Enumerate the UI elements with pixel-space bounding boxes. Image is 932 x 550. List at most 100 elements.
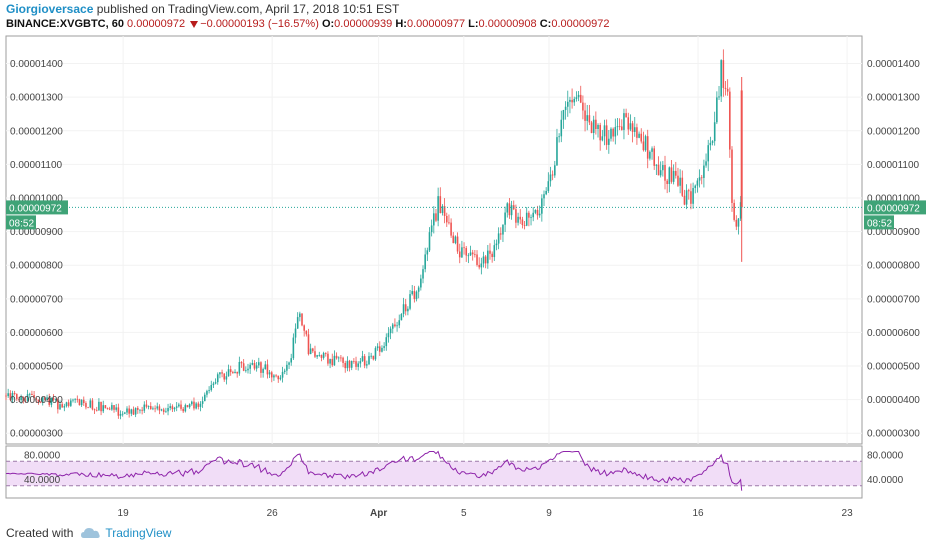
candle-body	[102, 405, 105, 412]
candle-body	[417, 287, 420, 292]
y-tick-label-right: 0.00000400	[867, 395, 920, 406]
candle-body	[337, 357, 340, 359]
candle-body	[234, 371, 236, 374]
candle-body	[363, 356, 366, 366]
candle-body	[571, 99, 573, 103]
y-tick-label-left: 0.00000500	[10, 362, 63, 373]
price-badge-value-left: 0.00000972	[9, 203, 62, 214]
candle-body	[156, 406, 159, 409]
candle-body	[616, 126, 619, 128]
time-badge-value-right: 08:52	[867, 218, 892, 229]
rsi-tick-label-left: 80.0000	[24, 451, 61, 462]
candle-body	[275, 375, 277, 377]
candle-body	[39, 401, 42, 403]
time-badge-value-left: 08:52	[9, 218, 34, 229]
candle-body	[100, 401, 102, 412]
candle-body	[286, 364, 288, 371]
candle-body	[620, 126, 623, 130]
candle-body	[562, 110, 565, 120]
candle-body	[651, 148, 653, 152]
open-value: 0.00000939	[334, 18, 393, 30]
candle-body	[277, 375, 280, 380]
candle-body	[257, 362, 260, 366]
candle-body	[82, 399, 85, 404]
footer: Created with TradingView	[6, 526, 171, 540]
y-tick-label-right: 0.00001100	[867, 160, 920, 171]
tradingview-logo-text[interactable]: TradingView	[105, 526, 172, 540]
candle-body	[569, 99, 571, 102]
candle-body	[290, 358, 293, 363]
candle-body	[435, 213, 437, 221]
candle-body	[139, 409, 141, 411]
candle-body	[238, 361, 241, 374]
candle-body	[707, 145, 710, 162]
candle-body	[67, 402, 70, 406]
candle-body	[590, 122, 593, 133]
candle-body	[740, 90, 743, 208]
candle-body	[260, 362, 262, 373]
candle-body	[374, 348, 377, 360]
candle-body	[536, 210, 539, 216]
candle-body	[595, 119, 597, 130]
candle-body	[18, 399, 20, 401]
candle-body	[46, 397, 48, 400]
candle-body	[152, 408, 154, 410]
candle-body	[664, 165, 666, 181]
candle-body	[627, 117, 630, 130]
candle-body	[394, 324, 396, 327]
y-tick-label-right: 0.00000700	[867, 294, 920, 305]
author-link[interactable]: Giorgioversace	[6, 2, 94, 16]
candle-body	[465, 248, 468, 256]
candle-body	[495, 243, 498, 246]
candle-body	[305, 330, 308, 335]
candle-body	[612, 128, 614, 137]
candle-body	[281, 371, 284, 378]
candle-body	[147, 406, 150, 407]
rsi-tick-label-right: 40.0000	[867, 475, 904, 486]
main-pane[interactable]	[5, 35, 863, 445]
candle-body	[538, 213, 541, 216]
candle-body	[193, 401, 195, 409]
candle-body	[733, 202, 735, 220]
candle-body	[383, 346, 385, 348]
y-tick-label-left: 0.00000400	[10, 395, 63, 406]
candle-body	[376, 346, 379, 349]
candle-body	[249, 364, 251, 369]
candle-body	[640, 133, 643, 142]
candle-body	[240, 361, 243, 364]
candle-body	[642, 141, 645, 151]
candle-body	[448, 222, 450, 224]
candle-body	[508, 203, 511, 216]
candle-body	[722, 60, 725, 88]
candle-body	[618, 126, 621, 128]
candle-body	[519, 216, 522, 220]
last-price: 0.00000972	[127, 18, 186, 30]
candle-body	[584, 110, 586, 121]
candle-body	[560, 119, 563, 137]
candle-body	[273, 375, 275, 378]
candle-body	[199, 403, 202, 407]
high-value: 0.00000977	[406, 18, 466, 30]
candle-body	[456, 236, 459, 252]
candle-body	[709, 142, 712, 146]
candle-body	[502, 224, 504, 235]
candle-body	[579, 94, 582, 103]
candle-body	[398, 320, 401, 326]
candle-body	[294, 328, 297, 338]
candle-body	[724, 87, 727, 89]
candle-body	[603, 125, 606, 137]
candle-body	[433, 213, 435, 226]
candle-body	[145, 404, 148, 407]
candle-body	[716, 97, 718, 123]
candle-body	[696, 180, 699, 186]
candle-body	[458, 251, 461, 258]
published-text: published on TradingView.com, April 17, …	[96, 2, 400, 16]
candle-body	[694, 185, 697, 189]
candle-body	[324, 353, 327, 354]
candle-body	[312, 348, 314, 352]
candle-body	[307, 334, 310, 355]
candle-body	[344, 362, 347, 369]
candle-body	[681, 177, 684, 196]
candle-body	[547, 181, 550, 191]
